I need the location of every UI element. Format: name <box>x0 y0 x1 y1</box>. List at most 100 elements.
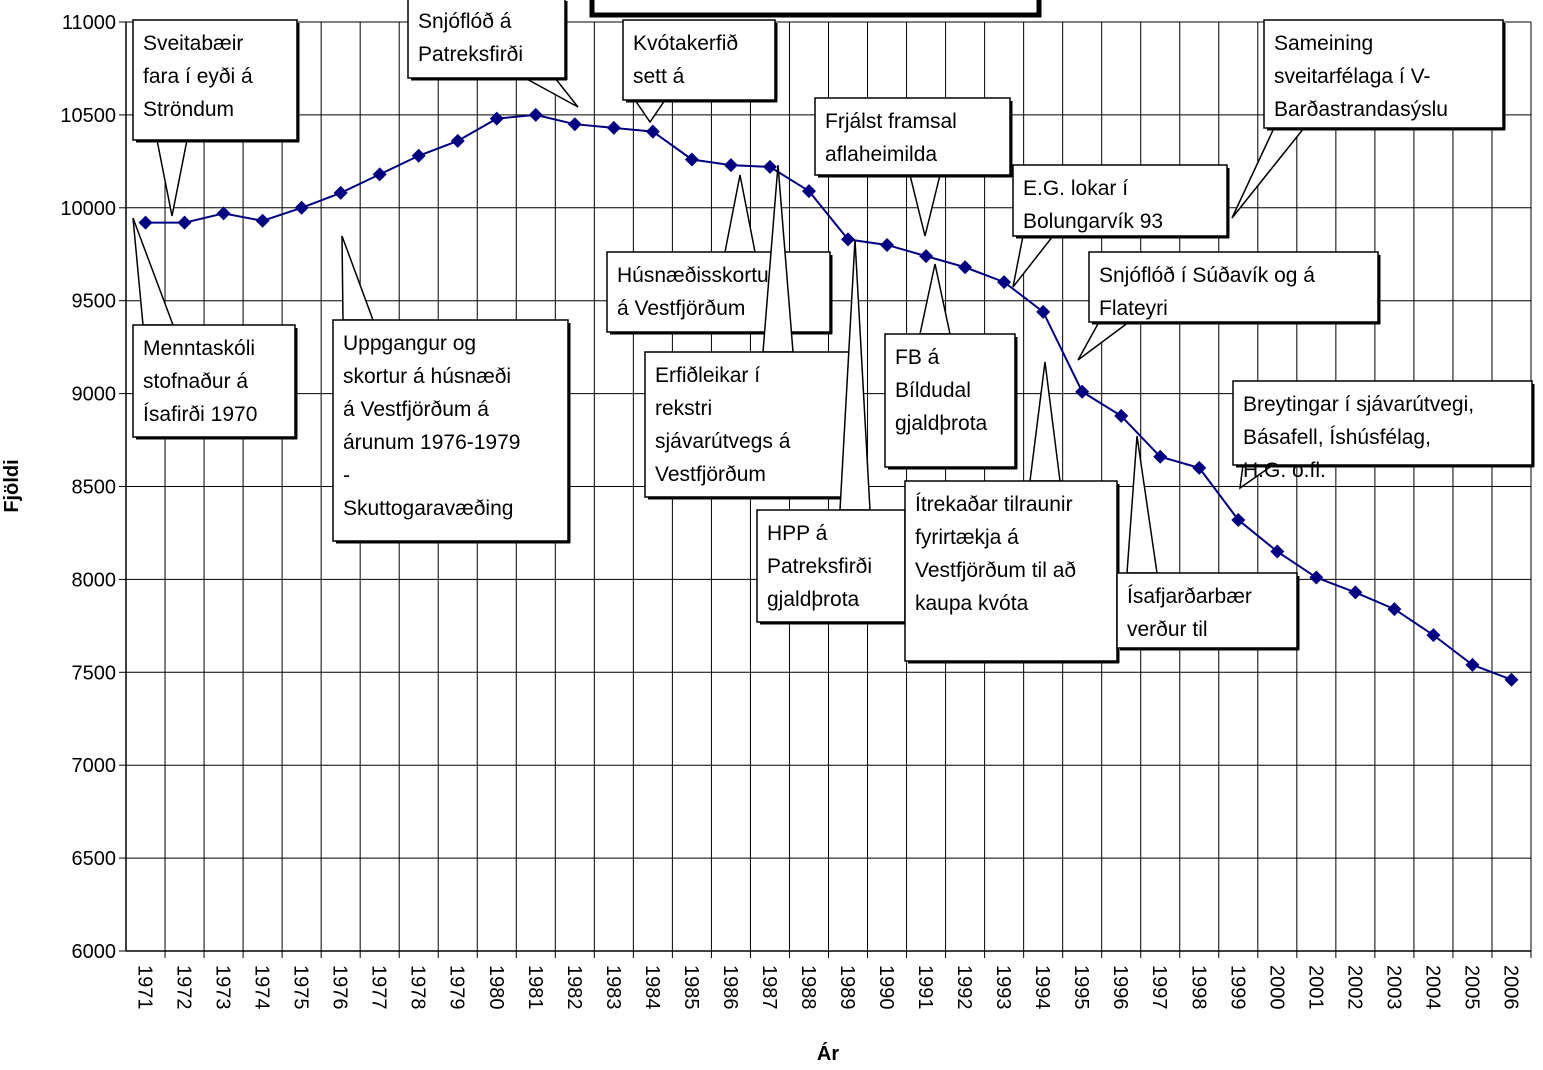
marker <box>958 260 973 275</box>
x-tick-label: 1977 <box>368 965 390 1010</box>
callout-text: Flateyri <box>1099 297 1168 320</box>
callout-box <box>814 97 1011 176</box>
marker <box>1153 449 1168 464</box>
marker <box>450 133 465 148</box>
x-tick-label: 2002 <box>1343 965 1365 1010</box>
marker <box>1114 408 1129 423</box>
callout-text: Básafell, Íshúsfélag, <box>1243 426 1431 449</box>
callout-text: - <box>343 464 350 487</box>
x-tick-label: 1974 <box>251 965 273 1010</box>
marker <box>606 120 621 135</box>
x-tick-label: 1989 <box>836 965 858 1010</box>
callout-text: Sveitabæir <box>143 32 243 55</box>
marker <box>1465 657 1480 672</box>
callout: Breytingar í sjávarútvegi, Básafell, Íshú… <box>1232 380 1535 490</box>
marker <box>801 184 816 199</box>
marker <box>294 200 309 215</box>
x-tick-label: 1998 <box>1187 965 1209 1010</box>
y-tick-label: 7000 <box>72 755 117 777</box>
callout: E.G. lokar í Bolungarvík 93 <box>1012 164 1230 288</box>
callout: FB á Bíldudal gjaldþrota <box>884 263 1018 470</box>
callout-text: rekstri <box>655 397 712 420</box>
x-tick-label: 1992 <box>953 965 975 1010</box>
callout-text: Snjóflóð á <box>418 10 512 33</box>
marker <box>1231 512 1246 527</box>
x-tick-label: 1981 <box>524 965 546 1010</box>
callout-text: aflaheimilda <box>825 143 937 166</box>
callout-text: Vestfjörðum <box>655 463 766 486</box>
x-tick-label: 1984 <box>641 965 663 1010</box>
marker <box>1348 585 1363 600</box>
callout-box <box>132 324 296 438</box>
callout: Uppgangur og skortur á húsnæði á Vestfjörð… <box>332 235 571 544</box>
marker <box>1426 628 1441 643</box>
callout-text: E.G. lokar í <box>1023 177 1128 200</box>
callout-box <box>644 351 852 498</box>
callout-box <box>756 509 906 623</box>
callout-text: verður til <box>1127 618 1208 641</box>
marker <box>372 167 387 182</box>
callout: Sameining sveitarfélaga í V- Barðastrandas… <box>1231 19 1506 219</box>
callout-box <box>1116 572 1298 649</box>
marker <box>880 237 895 252</box>
x-tick-label: 1982 <box>563 965 585 1010</box>
callout-text: Erfiðleikar í <box>655 364 760 387</box>
marker <box>333 185 348 200</box>
callout-text: skortur á húsnæði <box>343 365 511 388</box>
y-tick-label: 7500 <box>72 662 117 684</box>
marker <box>1270 544 1285 559</box>
x-tick-label: 1978 <box>407 965 429 1010</box>
callout-box <box>622 19 776 101</box>
callout-text: Ítrekaðar tilraunir <box>915 493 1073 516</box>
y-tick-label: 6000 <box>72 941 117 963</box>
x-tick-label: 1973 <box>212 965 234 1010</box>
callout-text: Kvótakerfið <box>633 32 738 55</box>
callout: HPP á Patreksfirði gjaldþrota <box>756 239 908 625</box>
x-tick-label: 1983 <box>602 965 624 1010</box>
callout: Sveitabæir fara í eyði á Ströndum <box>132 19 300 217</box>
callout-text: Skuttogaravæðing <box>343 497 513 520</box>
callout-text: Breytingar í sjávarútvegi, <box>1243 393 1474 416</box>
x-tick-label: 2001 <box>1304 965 1326 1010</box>
y-tick-label: 9500 <box>72 291 117 313</box>
callout: Ísafjarðarbær verður til <box>1116 435 1300 651</box>
callout-text: sett á <box>633 65 685 88</box>
x-tick-label: 2000 <box>1265 965 1287 1010</box>
marker <box>567 117 582 132</box>
callout: Snjóflóð á Patreksfirði <box>407 0 579 108</box>
x-tick-label: 1979 <box>446 965 468 1010</box>
y-tick-label: 8500 <box>72 477 117 499</box>
callout: Kvótakerfið sett á <box>622 19 778 124</box>
marker <box>1504 672 1519 687</box>
y-tick-label: 11000 <box>62 12 116 34</box>
callout-text: fara í eyði á <box>143 65 253 88</box>
callout-box <box>1263 19 1504 129</box>
marker <box>1036 304 1051 319</box>
callout-text: Bíldudal <box>895 379 971 402</box>
callout-text: Húsnæðisskortur <box>617 264 776 287</box>
callout-text: HPP á <box>767 522 828 545</box>
callout-text: gjaldþrota <box>895 412 988 435</box>
callout-box <box>606 251 831 333</box>
callout-text: FB á <box>895 346 940 369</box>
marker <box>255 213 270 228</box>
y-tick-label: 9000 <box>72 384 117 406</box>
x-tick-label: 1999 <box>1226 965 1248 1010</box>
callout: Snjóflóð í Súðavík og á Flateyri <box>1077 251 1381 361</box>
x-tick-label: 1987 <box>758 965 780 1010</box>
x-tick-label: 1971 <box>134 965 156 1010</box>
callout-text: Sameining <box>1274 32 1373 55</box>
callout: Ítrekaðar tilraunir fyrirtækja á Vestfjörð… <box>904 361 1120 664</box>
x-tick-label: 1975 <box>290 965 312 1010</box>
callout-text: Frjálst framsal <box>825 110 957 133</box>
marker <box>762 159 777 174</box>
marker <box>177 215 192 230</box>
callout-text: H.G. o.fl. <box>1243 459 1326 482</box>
y-tick-label: 6500 <box>72 848 117 870</box>
callout-text: Barðastrandasýslu <box>1274 98 1448 121</box>
x-tick-label: 1972 <box>173 965 195 1010</box>
x-tick-label: 1990 <box>875 965 897 1010</box>
x-tick-label: 2006 <box>1499 965 1521 1010</box>
callout-text: árunum 1976-1979 <box>343 431 520 454</box>
x-tick-label: 1991 <box>914 965 936 1010</box>
